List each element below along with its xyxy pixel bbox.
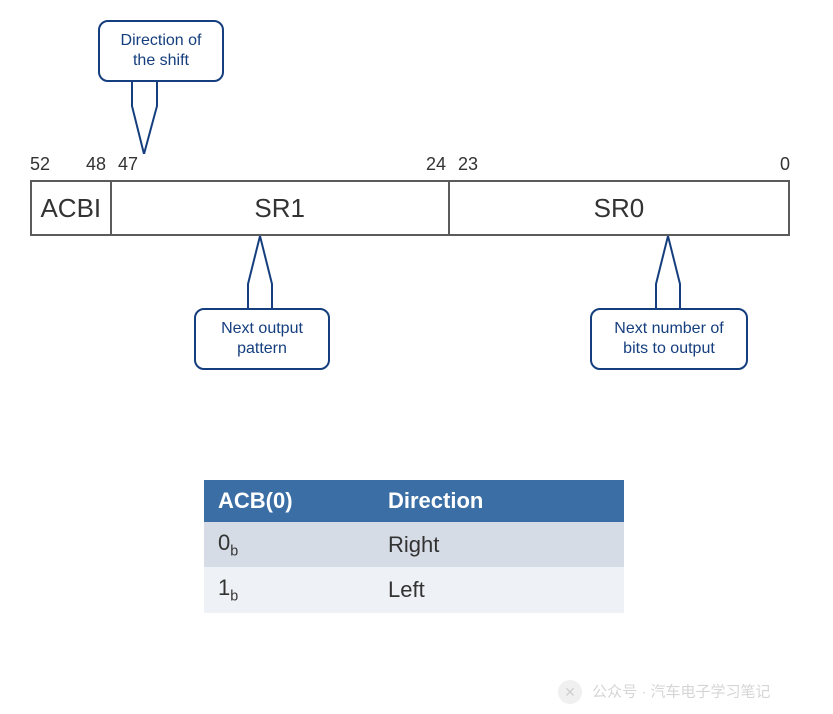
table-row-0-dir-text: Right xyxy=(388,532,439,557)
table-row-0-val-sub: b xyxy=(230,543,238,559)
table-row-0-val-num: 0 xyxy=(218,530,230,555)
callout-direction-tail xyxy=(125,82,165,154)
bit-label-0: 0 xyxy=(780,154,790,175)
callout-sr1-line2: pattern xyxy=(237,340,287,357)
wechat-icon-glyph: ✕ xyxy=(564,684,576,701)
callout-direction-line2: the shift xyxy=(133,52,189,69)
register-label-sr1: SR1 xyxy=(254,193,305,224)
bit-label-23: 23 xyxy=(458,154,478,175)
register-layout: ACBI SR1 SR0 xyxy=(30,180,790,236)
table-row-0: 0b Right xyxy=(204,522,624,567)
callout-sr1: Next output pattern xyxy=(194,308,330,370)
table-header-col2-text: Direction xyxy=(388,488,483,513)
table-header-col1-text: ACB(0) xyxy=(218,488,293,513)
callout-direction-line1: Direction of xyxy=(121,32,202,49)
watermark-text: 公众号 · 汽车电子学习笔记 xyxy=(592,684,770,701)
callout-sr0: Next number of bits to output xyxy=(590,308,748,370)
wechat-icon: ✕ xyxy=(558,680,582,704)
table-row-0-dir: Right xyxy=(374,522,624,567)
direction-table: ACB(0) Direction 0b Right 1b Left xyxy=(204,480,624,613)
table-header-col1: ACB(0) xyxy=(204,480,374,522)
bit-label-52: 52 xyxy=(30,154,50,175)
callout-sr0-tail xyxy=(646,236,690,310)
register-cell-acbi: ACBI xyxy=(32,182,112,234)
callout-sr1-line1: Next output xyxy=(221,320,303,337)
watermark: ✕ 公众号 · 汽车电子学习笔记 xyxy=(558,680,771,704)
bit-label-47: 47 xyxy=(118,154,138,175)
register-cell-sr1: SR1 xyxy=(112,182,450,234)
table-row-1-val-num: 1 xyxy=(218,575,230,600)
table-row-1-dir: Left xyxy=(374,567,624,612)
callout-direction: Direction of the shift xyxy=(98,20,224,82)
register-label-acbi: ACBI xyxy=(40,193,101,224)
table-row-1-dir-text: Left xyxy=(388,577,425,602)
register-cell-sr0: SR0 xyxy=(450,182,788,234)
table-row-1: 1b Left xyxy=(204,567,624,612)
bit-label-24: 24 xyxy=(426,154,446,175)
register-label-sr0: SR0 xyxy=(594,193,645,224)
table-header-row: ACB(0) Direction xyxy=(204,480,624,522)
callout-sr0-line2: bits to output xyxy=(623,340,715,357)
table-row-1-val: 1b xyxy=(204,567,374,612)
callout-sr1-tail xyxy=(238,236,282,310)
table-row-0-val: 0b xyxy=(204,522,374,567)
callout-sr0-line1: Next number of xyxy=(614,320,723,337)
table-header-col2: Direction xyxy=(374,480,624,522)
bit-label-48: 48 xyxy=(86,154,106,175)
table-row-1-val-sub: b xyxy=(230,589,238,605)
